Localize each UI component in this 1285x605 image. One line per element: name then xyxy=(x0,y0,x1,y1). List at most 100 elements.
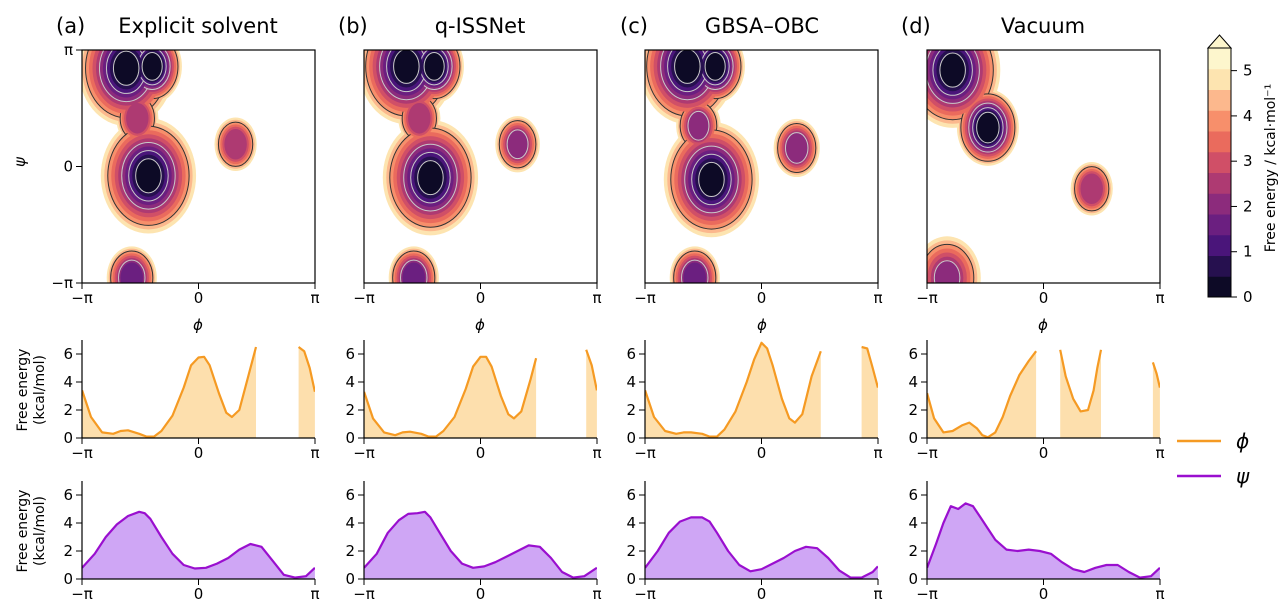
x-tick-label: −π xyxy=(353,585,375,603)
y-tick-label: 4 xyxy=(626,373,636,391)
colorbar-tick-label: 3 xyxy=(1243,152,1253,170)
x-tick-label: π xyxy=(1155,444,1164,462)
colorbar-frame xyxy=(1207,47,1232,298)
profile-plot xyxy=(364,349,597,438)
rama-ylabel: ψ xyxy=(11,156,29,167)
colorbar: 0 1 2 3 4 5 xyxy=(1206,34,1253,306)
series-area xyxy=(298,347,315,438)
colorbar-tick-label: 2 xyxy=(1243,197,1253,215)
panel-label-c: (c) xyxy=(620,14,648,38)
contour-level xyxy=(224,128,247,160)
colorbar-band xyxy=(1208,48,1231,70)
x-tick-label: π xyxy=(873,585,882,603)
x-tick-label: 0 xyxy=(1039,585,1049,603)
series-area xyxy=(645,517,878,579)
profile-plot xyxy=(82,510,315,579)
x-tick-label: π xyxy=(592,444,601,462)
y-tick-label: 6 xyxy=(345,486,355,504)
colorbar-band xyxy=(1208,68,1231,90)
contour-level xyxy=(393,50,420,84)
y-tick-label: 0 xyxy=(908,429,918,447)
x-tick-label: 0 xyxy=(476,444,486,462)
contour-level xyxy=(1080,173,1103,205)
contour-level xyxy=(135,158,162,194)
colorbar-tick-label: 5 xyxy=(1243,62,1253,80)
contour-level xyxy=(939,52,966,88)
contour-level xyxy=(417,160,444,196)
x-tick-label: 0 xyxy=(194,289,204,307)
x-tick-label: 0 xyxy=(757,585,767,603)
x-tick-label: π xyxy=(592,289,601,307)
panel-label-d: (d) xyxy=(901,14,931,38)
ramachandran-map-b: −π 0 π xyxy=(353,49,602,307)
y-tick-label: 2 xyxy=(345,401,355,419)
y-tick-label: π xyxy=(64,41,73,59)
fe-ylabel-row2-line2: (kcal/mol) xyxy=(32,496,48,566)
x-tick-label: −π xyxy=(353,444,375,462)
panel-title-b: q-ISSNet xyxy=(435,14,526,38)
y-tick-label: 4 xyxy=(908,514,918,532)
x-tick-label: π xyxy=(873,444,882,462)
colorbar-band xyxy=(1208,255,1231,277)
colorbar-band xyxy=(1208,276,1231,298)
legend-psi-label: ψ xyxy=(1236,464,1250,488)
series-line xyxy=(645,341,822,438)
y-tick-label: 0 xyxy=(63,429,73,447)
contour-level xyxy=(120,262,143,283)
x-tick-label: −π xyxy=(916,585,938,603)
profile-plot xyxy=(645,516,878,579)
series-line xyxy=(927,350,1037,438)
rama-contours xyxy=(645,50,820,283)
x-tick-label: π xyxy=(1155,585,1164,603)
contour-level xyxy=(784,132,809,164)
x-tick-label: 0 xyxy=(757,444,767,462)
rama-xlabel-d: ϕ xyxy=(1038,316,1048,334)
series-line xyxy=(297,346,315,393)
y-tick-label: 2 xyxy=(908,401,918,419)
y-tick-label: 0 xyxy=(345,429,355,447)
x-tick-label: π xyxy=(310,585,319,603)
series-line xyxy=(364,355,538,438)
panel-label-b: (b) xyxy=(338,14,368,38)
y-tick-label: 6 xyxy=(626,345,636,363)
x-tick-label: −π xyxy=(634,444,656,462)
colorbar-extend xyxy=(1206,34,1233,49)
rama-xlabel-b: ϕ xyxy=(475,316,485,334)
panel-title-d: Vacuum xyxy=(1001,14,1085,38)
series-line xyxy=(82,510,315,579)
panel-label-a: (a) xyxy=(56,14,85,38)
colorbar-tick-label: 4 xyxy=(1243,107,1253,125)
contour-level xyxy=(141,51,163,81)
series-area xyxy=(645,342,821,438)
panel-title-a: Explicit solvent xyxy=(118,14,278,38)
y-tick-label: 0 xyxy=(908,570,918,588)
colorbar-band xyxy=(1208,110,1231,132)
colorbar-label: Free energy / kcal·mol⁻¹ xyxy=(1263,84,1279,252)
x-tick-label: −π xyxy=(916,444,938,462)
series-area xyxy=(82,511,315,579)
series-line xyxy=(1059,349,1103,413)
y-tick-label: 2 xyxy=(626,401,636,419)
x-tick-label: π xyxy=(873,289,882,307)
y-tick-label: 4 xyxy=(345,514,355,532)
y-tick-label: 2 xyxy=(626,542,636,560)
x-tick-label: −π xyxy=(71,585,93,603)
series-line xyxy=(585,349,597,391)
fe-ylabel-row2: Free energy (kcal/mol) xyxy=(15,490,48,573)
colorbar-band xyxy=(1208,89,1231,111)
series-area xyxy=(82,347,256,438)
x-tick-label: 0 xyxy=(476,585,486,603)
x-tick-label: −π xyxy=(916,289,938,307)
ramachandran-map-c: −π 0 π xyxy=(634,49,883,307)
x-tick-label: 0 xyxy=(757,289,767,307)
contour-level xyxy=(126,103,149,134)
rama-xlabel-c: ϕ xyxy=(757,316,767,334)
ramachandran-map-d: −π 0 π xyxy=(916,49,1165,307)
colorbar-band xyxy=(1208,214,1231,236)
contour-level xyxy=(933,260,961,283)
colorbar-tick-label: 0 xyxy=(1243,288,1253,306)
